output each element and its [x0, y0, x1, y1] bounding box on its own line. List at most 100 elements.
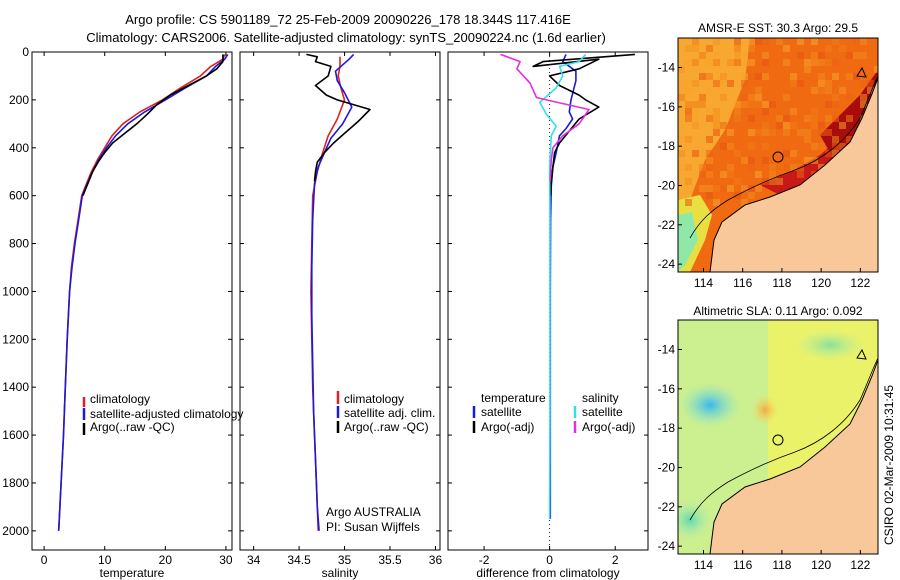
sst-pixel	[832, 101, 839, 108]
legend-label-satellite: satellite-adjusted climatology	[90, 407, 243, 421]
sst-pixel	[762, 101, 769, 108]
sst-pixel	[713, 115, 720, 122]
sst-pixel	[720, 185, 727, 192]
sst-pixel	[811, 38, 818, 45]
y-tick-label: 600	[9, 189, 29, 203]
sst-pixel	[720, 94, 727, 101]
sst-pixel	[713, 108, 720, 115]
sst-pixel	[762, 59, 769, 66]
sst-pixel	[706, 192, 713, 199]
sst-pixel	[685, 178, 692, 185]
sst-pixel	[797, 38, 804, 45]
map-lon-label: 118	[772, 558, 791, 572]
sst-pixel	[713, 80, 720, 87]
sst-pixel	[748, 59, 755, 66]
series-line-salinity-satellite	[539, 53, 587, 519]
sst-pixel	[825, 45, 832, 52]
series-line-salinity-argo-adj	[500, 53, 590, 182]
sst-pixel	[762, 108, 769, 115]
sst-pixel	[825, 80, 832, 87]
sst-pixel	[839, 122, 846, 129]
sst-pixel	[776, 38, 783, 45]
sst-pixel	[685, 87, 692, 94]
sst-pixel	[727, 59, 734, 66]
sst-map: 114 116 118 120 122 -14 -16 -18 -20 -22 -24	[658, 37, 879, 290]
sst-pixel	[846, 136, 853, 143]
sst-pixel	[692, 38, 699, 45]
y-tick-label: 200	[9, 93, 29, 107]
x-tick-label: 34	[247, 553, 261, 567]
legend-label-climatology: climatology	[344, 392, 404, 406]
sst-pixel	[804, 129, 811, 136]
sst-pixel	[734, 150, 741, 157]
sst-pixel	[832, 150, 839, 157]
x-tick-label: 30	[219, 553, 233, 567]
sla-map: 114 116 118 120 122 -14 -16 -18 -20 -22 -24	[658, 319, 879, 572]
sst-pixel	[685, 59, 692, 66]
sst-pixel	[783, 122, 790, 129]
legend-label-temp-argo: Argo(-adj)	[481, 420, 534, 434]
legend-header-salinity: salinity	[582, 391, 619, 405]
y-tick-label: 400	[9, 141, 29, 155]
sst-pixel	[762, 143, 769, 150]
sst-pixel	[832, 115, 839, 122]
sst-pixel	[748, 192, 755, 199]
sst-pixel	[783, 129, 790, 136]
map-lat-label: -22	[658, 218, 676, 232]
sst-pixel	[776, 178, 783, 185]
sst-pixel	[741, 157, 748, 164]
sst-pixel	[748, 164, 755, 171]
sst-pixel	[678, 164, 685, 171]
map-lat-label: -20	[658, 178, 676, 192]
sst-pixel	[853, 73, 860, 80]
sst-pixel	[776, 115, 783, 122]
sst-pixel	[748, 38, 755, 45]
series-line-satellite-adj-clim	[311, 53, 355, 531]
sst-pixel	[762, 38, 769, 45]
sst-pixel	[748, 143, 755, 150]
sst-pixel	[748, 45, 755, 52]
salinity-legend: climatology satellite adj. clim. Argo(..…	[326, 391, 435, 534]
difference-legend: temperature satellite Argo(-adj) salinit…	[472, 391, 635, 434]
sst-pixel	[685, 108, 692, 115]
sst-pixel	[678, 80, 685, 87]
annotation-pi: PI: Susan Wijffels	[326, 520, 420, 534]
sst-pixel	[699, 94, 706, 101]
sst-pixel	[692, 150, 699, 157]
sst-pixel	[706, 87, 713, 94]
sst-pixel	[818, 87, 825, 94]
sla-map-frame	[677, 319, 879, 555]
map-lat-label: -14	[658, 342, 676, 356]
sst-pixel	[755, 101, 762, 108]
sla-high-anomaly	[751, 394, 779, 426]
sla-north-anomaly	[795, 329, 865, 361]
sst-pixel	[783, 59, 790, 66]
title-line-1: Argo profile: CS 5901189_72 25-Feb-2009 …	[125, 12, 571, 27]
sst-pixel	[685, 136, 692, 143]
csiro-timestamp: CSIRO 02-Mar-2009 10:31:45	[882, 385, 896, 545]
map-lon-label: 118	[772, 276, 791, 290]
sst-pixel	[790, 108, 797, 115]
sst-pixel	[769, 129, 776, 136]
sst-pixel	[741, 73, 748, 80]
sst-pixel	[804, 136, 811, 143]
sst-pixel	[748, 185, 755, 192]
sst-pixel	[818, 122, 825, 129]
map-lon-label: 114	[694, 276, 713, 290]
sst-pixel	[692, 115, 699, 122]
sst-pixel	[685, 45, 692, 52]
plot-frame	[239, 51, 441, 551]
map-lon-label: 120	[811, 558, 831, 572]
sst-pixel	[748, 101, 755, 108]
sst-pixel	[839, 87, 846, 94]
sst-pixel	[706, 59, 713, 66]
sst-pixel	[811, 52, 818, 59]
x-tick-label: 36	[429, 553, 443, 567]
sst-pixel	[692, 101, 699, 108]
sst-pixel	[846, 115, 853, 122]
map-lat-label: -20	[658, 460, 676, 474]
sst-pixel	[720, 122, 727, 129]
sst-pixel	[748, 157, 755, 164]
sst-pixel	[762, 52, 769, 59]
y-tick-label: 1400	[2, 380, 29, 394]
